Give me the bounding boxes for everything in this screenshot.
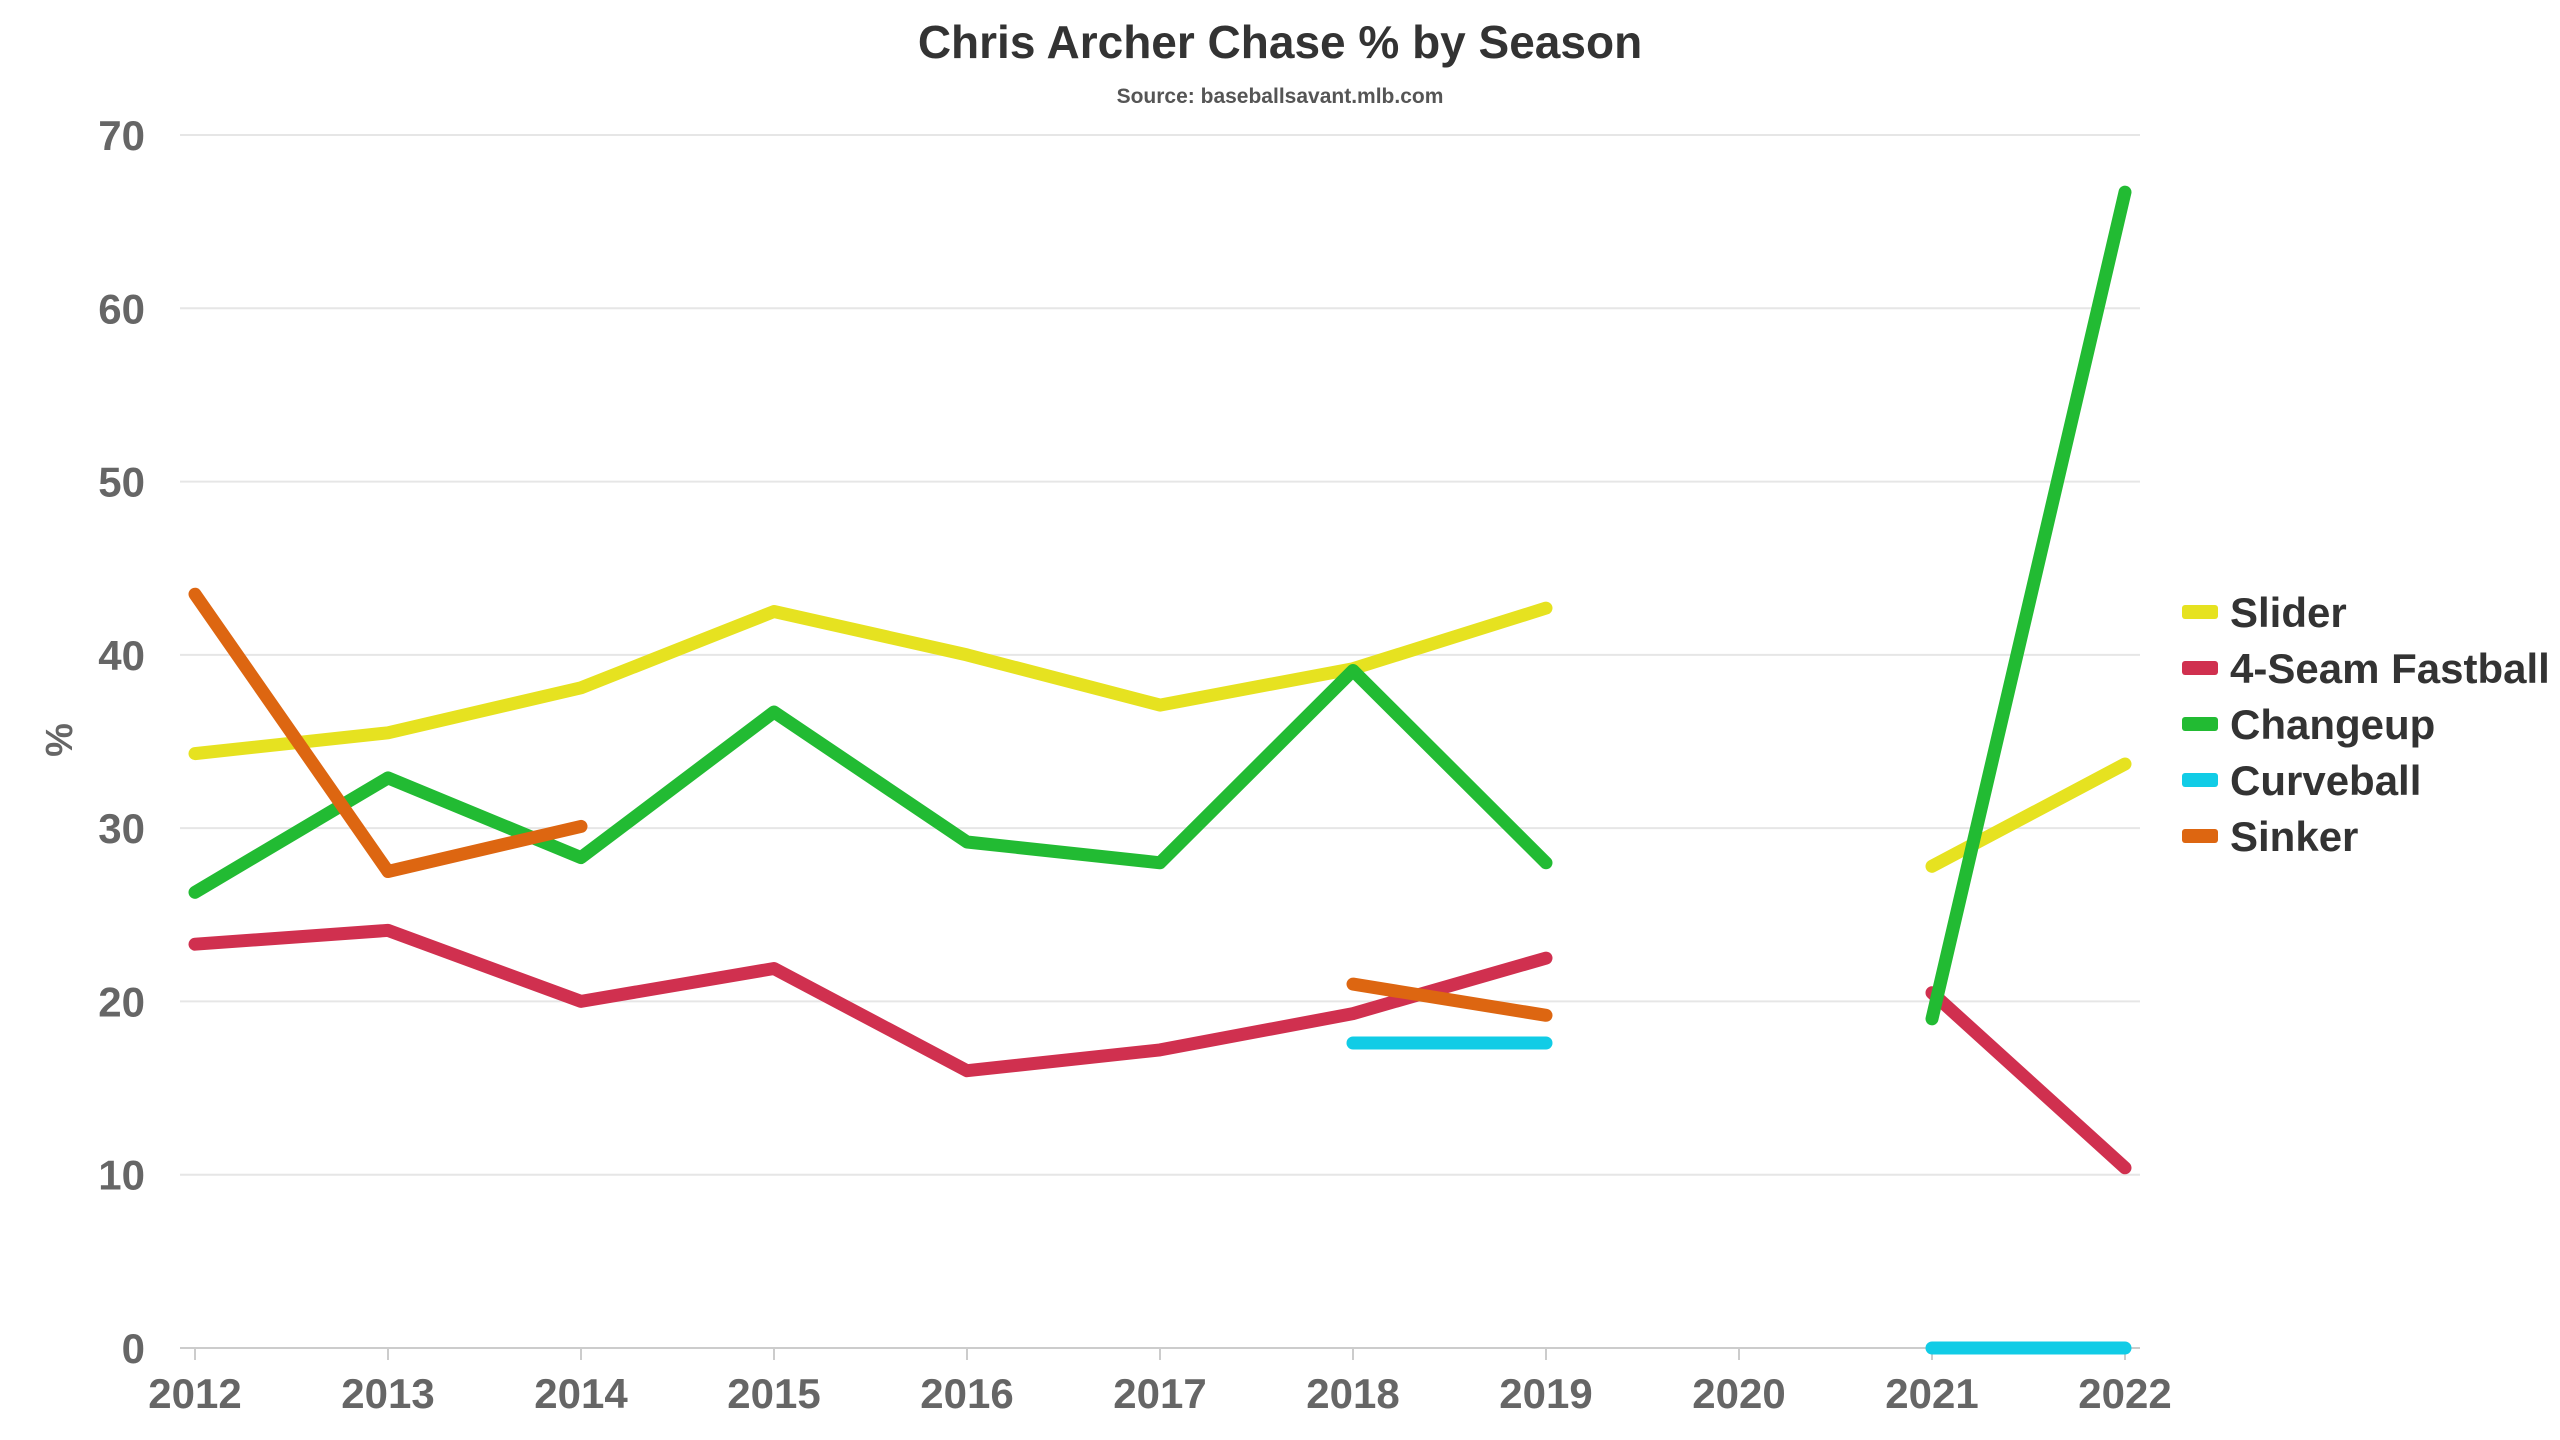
y-tick-label: 60 xyxy=(98,285,145,332)
x-tick-label: 2015 xyxy=(727,1370,820,1417)
legend-swatch xyxy=(2182,829,2218,843)
legend-swatch xyxy=(2182,717,2218,731)
series-line xyxy=(1925,757,2132,873)
series-slider xyxy=(188,601,2132,873)
y-tick-label: 20 xyxy=(98,978,145,1025)
series-line xyxy=(188,587,588,878)
legend-label: 4-Seam Fastball xyxy=(2230,645,2550,692)
series-changeup xyxy=(188,185,2132,1026)
legend-label: Sinker xyxy=(2230,813,2358,860)
chart-subtitle: Source: baseballsavant.mlb.com xyxy=(1117,85,1444,108)
legend-swatch xyxy=(2182,661,2218,675)
y-axis-label: % xyxy=(39,723,81,757)
series-line xyxy=(1925,986,2132,1175)
series-line xyxy=(188,664,1553,899)
series xyxy=(188,185,2132,1355)
legend-label: Slider xyxy=(2230,589,2347,636)
y-tick-label: 70 xyxy=(98,112,145,159)
x-tick-label: 2014 xyxy=(534,1370,628,1417)
x-tick-label: 2020 xyxy=(1692,1370,1785,1417)
x-ticks: 2012 2013 2014 2015 2016 2017 2018 2019 2020 2021… xyxy=(148,1348,2172,1417)
x-tick-label: 2019 xyxy=(1499,1370,1592,1417)
y-tick-label: 40 xyxy=(98,632,145,679)
legend: Slider 4-Seam Fastball Changeup Curveball Si… xyxy=(2182,589,2550,860)
x-tick-label: 2022 xyxy=(2078,1370,2171,1417)
series-curveball xyxy=(1346,1036,2132,1355)
y-tick-label: 0 xyxy=(122,1325,145,1372)
x-tick-label: 2017 xyxy=(1113,1370,1206,1417)
y-ticks: 0 10 20 30 40 50 60 70 xyxy=(98,112,145,1372)
x-tick-label: 2018 xyxy=(1306,1370,1399,1417)
series-line xyxy=(188,923,1553,1078)
series-4-seam-fastball xyxy=(188,923,2132,1175)
legend-label: Curveball xyxy=(2230,757,2421,804)
legend-swatch xyxy=(2182,605,2218,619)
series-line xyxy=(1925,185,2132,1026)
x-tick-label: 2012 xyxy=(148,1370,241,1417)
chart-title: Chris Archer Chase % by Season xyxy=(918,16,1642,68)
legend-swatch xyxy=(2182,773,2218,787)
grid xyxy=(180,134,2140,1349)
series-line xyxy=(188,601,1553,761)
series-sinker xyxy=(188,587,1553,1022)
legend-label: Changeup xyxy=(2230,701,2435,748)
y-tick-label: 10 xyxy=(98,1152,145,1199)
y-tick-label: 30 xyxy=(98,805,145,852)
x-tick-label: 2021 xyxy=(1885,1370,1978,1417)
series-line xyxy=(1346,977,1553,1022)
y-tick-label: 50 xyxy=(98,459,145,506)
x-tick-label: 2013 xyxy=(341,1370,434,1417)
x-tick-label: 2016 xyxy=(920,1370,1013,1417)
